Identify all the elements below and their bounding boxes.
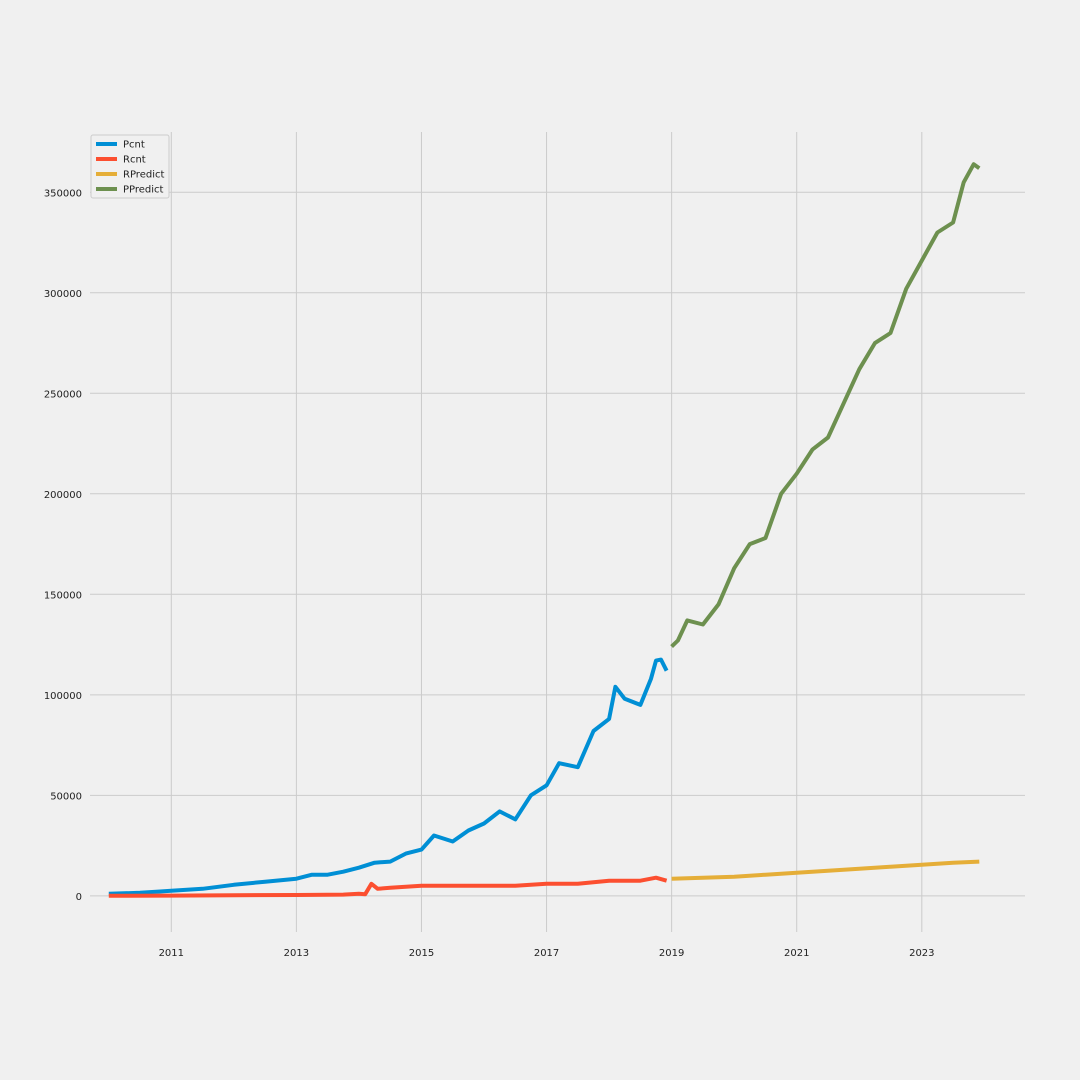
legend-label-rpredict: RPredict	[123, 170, 164, 181]
y-tick-label: 0	[76, 892, 82, 903]
x-tick-label: 2011	[159, 948, 184, 959]
y-tick-label: 200000	[44, 490, 82, 501]
plot-area	[90, 132, 1025, 932]
x-tick-label: 2017	[534, 948, 559, 959]
x-axis-ticks: 2011 2013 2015 2017 2019 2021 2023	[159, 948, 935, 959]
legend-label-pcnt: Pcnt	[123, 140, 145, 151]
y-tick-label: 50000	[50, 791, 82, 802]
series-line-rpredict	[671, 859, 980, 881]
y-tick-label: 350000	[44, 188, 82, 199]
legend-box	[90, 134, 170, 199]
y-tick-label: 250000	[44, 389, 82, 400]
series-line-pcnt	[108, 657, 669, 896]
x-tick-label: 2019	[659, 948, 684, 959]
x-tick-label: 2023	[909, 948, 934, 959]
series-line-rcnt	[108, 875, 668, 898]
series-line-ppredict	[670, 162, 981, 649]
grid	[90, 132, 1025, 932]
legend-label-ppredict: PPredict	[123, 185, 164, 196]
legend: Pcnt Rcnt RPredict PPredict	[90, 134, 170, 199]
y-tick-label: 100000	[44, 691, 82, 702]
x-tick-label: 2013	[284, 948, 309, 959]
x-tick-label: 2015	[409, 948, 434, 959]
y-axis-ticks: 0 50000 100000 150000 200000 250000 300000 3500…	[44, 188, 82, 903]
y-tick-label: 150000	[44, 590, 82, 601]
x-tick-label: 2021	[784, 948, 809, 959]
legend-label-rcnt: Rcnt	[123, 155, 146, 166]
series-layer	[108, 162, 981, 898]
y-tick-label: 300000	[44, 289, 82, 300]
